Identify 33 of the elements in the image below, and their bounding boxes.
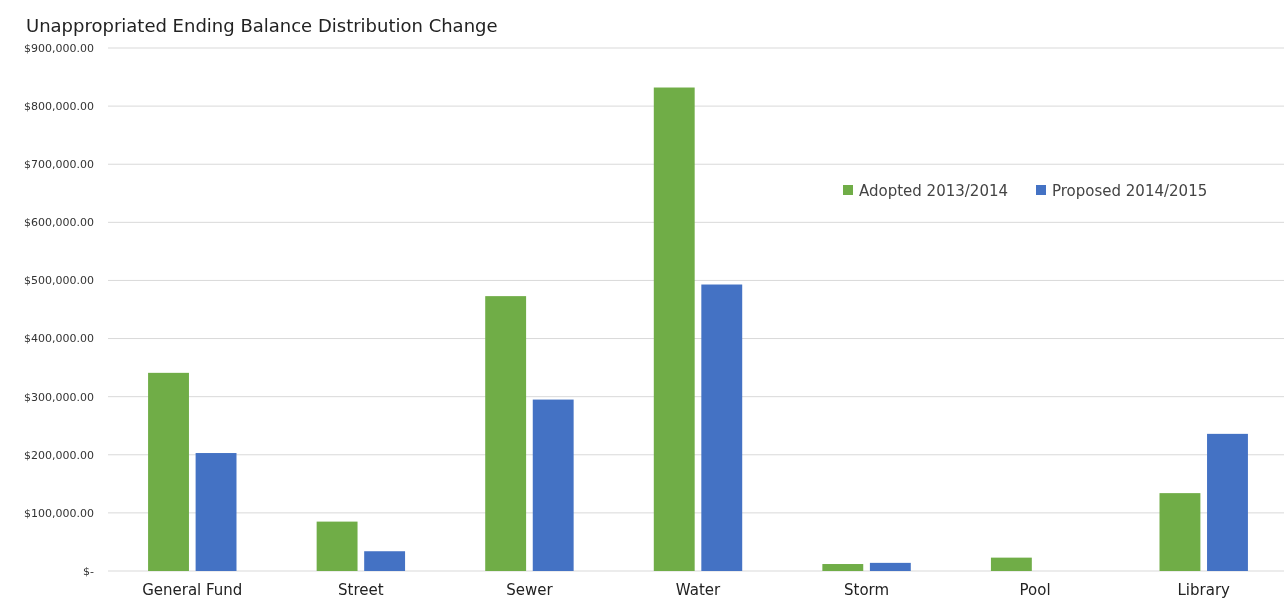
legend-label: Proposed 2014/2015 [1052, 182, 1208, 201]
bar [485, 296, 527, 571]
bar [316, 521, 358, 571]
bar [653, 87, 695, 571]
chart-title: Unappropriated Ending Balance Distribution Change [26, 15, 498, 36]
y-tick-label: $100,000.00 [24, 506, 94, 520]
x-tick-label: Library [1177, 581, 1231, 599]
legend-label: Adopted 2013/2014 [859, 182, 1009, 201]
y-tick-label: $600,000.00 [24, 216, 94, 230]
x-tick-label: Sewer [506, 581, 554, 599]
x-tick-label: Water [675, 581, 721, 599]
bar [822, 564, 864, 571]
y-tick-label: $200,000.00 [24, 448, 94, 462]
y-tick-label: $500,000.00 [24, 274, 94, 288]
bar [532, 399, 574, 571]
bar [195, 453, 237, 571]
y-tick-label: $300,000.00 [24, 390, 94, 404]
bar [990, 557, 1032, 571]
y-tick-label: $700,000.00 [24, 158, 94, 172]
bar [364, 551, 406, 571]
y-tick-label: $- [83, 564, 95, 578]
y-tick-label: $800,000.00 [24, 99, 94, 113]
bar [148, 372, 189, 571]
x-tick-label: Storm [844, 581, 890, 599]
y-tick-label: $900,000.00 [24, 41, 94, 55]
x-tick-label: Pool [1019, 581, 1051, 599]
x-tick-label: Street [338, 581, 384, 599]
bar [1159, 493, 1201, 571]
bar [1207, 433, 1248, 571]
bar [869, 562, 911, 571]
x-tick-label: General Fund [142, 581, 243, 599]
bar [701, 284, 743, 571]
y-tick-label: $400,000.00 [24, 332, 94, 346]
